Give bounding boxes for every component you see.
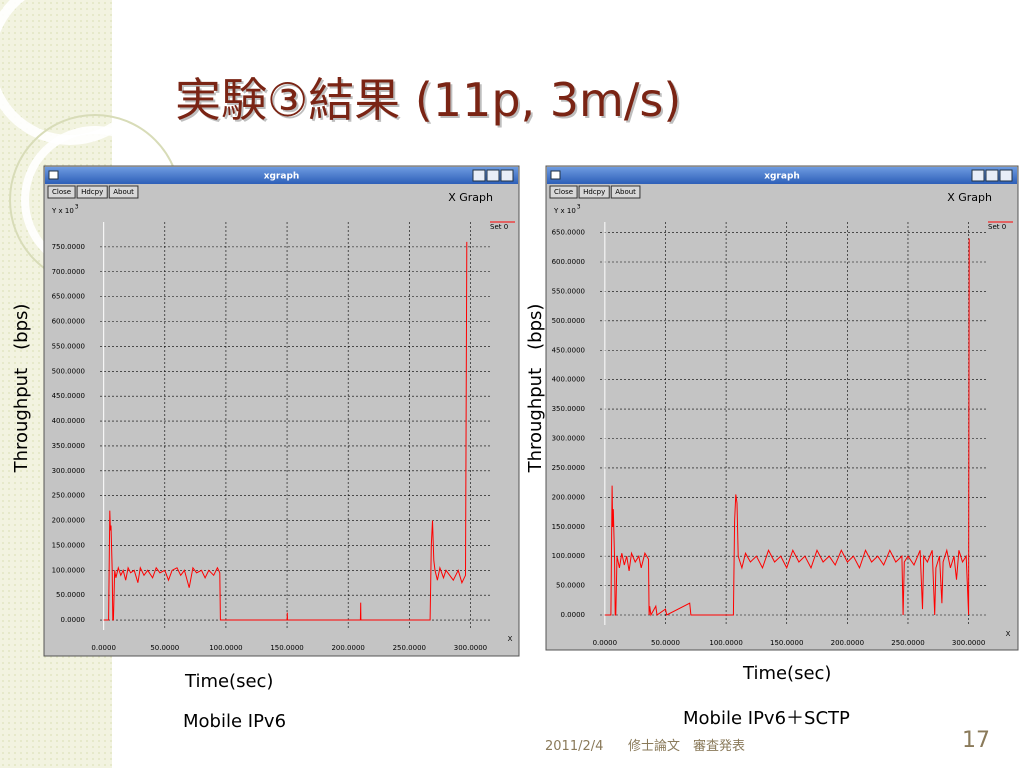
y-tick-label: 600.0000 [52,318,85,326]
title-shadow: 実験③結果 (11p, 3m/s) [177,75,683,129]
toolbar-button[interactable] [47,185,76,199]
x-tick-label: 300.0000 [952,639,985,647]
x-tick-label: 150.0000 [270,644,303,652]
toolbar-button-label[interactable]: About [113,188,134,196]
page-number: 17 [962,728,990,753]
x-axis-name: X [508,635,513,643]
y-tick-label: 100.0000 [552,552,585,560]
window-frame [43,165,520,657]
maximize-button[interactable] [486,169,500,182]
toolbar-button[interactable] [549,185,578,199]
toolbar-button[interactable] [76,185,108,199]
y-tick-label: 550.0000 [52,342,85,350]
x-tick-label: 50.0000 [150,644,179,652]
x-tick-label: 150.0000 [770,639,803,647]
window-frame [545,165,1019,651]
y-axis-label: Throughput (bps) [11,304,32,474]
y-tick-label: 150.0000 [52,541,85,549]
x-tick-label: 0.0000 [593,639,618,647]
y-axis-label: Throughput (bps) [525,304,546,474]
graph-title: X Graph [947,191,992,204]
y-tick-label: 0.0000 [561,611,586,619]
y-scale-exponent: 3 [75,204,79,211]
x-tick-label: 200.0000 [331,644,364,652]
footer-text: 修士論文 審査発表 [628,738,745,754]
slide-title: 実験③結果 (11p, 3m/s) [175,73,681,127]
minimize-button[interactable] [971,169,985,182]
y-tick-label: 350.0000 [52,442,85,450]
x-tick-label: 200.0000 [831,639,864,647]
x-tick-label: 250.0000 [393,644,426,652]
close-button[interactable] [999,169,1013,182]
x-tick-label: 100.0000 [209,644,242,652]
y-tick-label: 550.0000 [552,287,585,295]
y-tick-label: 250.0000 [52,492,85,500]
y-tick-label: 700.0000 [52,268,85,276]
toolbar-button-label[interactable]: Close [554,188,573,196]
footer-date: 2011/2/4 [545,739,603,754]
y-tick-label: 300.0000 [552,435,585,443]
data-line [103,241,468,621]
close-button[interactable] [500,169,514,182]
y-scale-label: Y x 10 [51,207,74,215]
chart-caption: Mobile IPv6 [183,711,286,732]
minimize-button[interactable] [472,169,486,182]
chart-caption: Mobile IPv6＋SCTP [683,708,850,729]
x-tick-label: 50.0000 [651,639,680,647]
x-tick-label: 0.0000 [91,644,116,652]
y-tick-label: 500.0000 [552,317,585,325]
y-tick-label: 400.0000 [552,376,585,384]
toolbar-button[interactable] [108,185,139,199]
x-axis-label: Time(sec) [742,663,831,684]
y-tick-label: 250.0000 [552,464,585,472]
y-scale-label: Y x 10 [553,207,576,215]
y-tick-label: 150.0000 [552,523,585,531]
legend-label: Set 0 [988,223,1006,231]
x-tick-label: 100.0000 [709,639,742,647]
window-title: xgraph [764,172,800,182]
toolbar-button-label[interactable]: Hdcpy [81,188,103,196]
graph-title: X Graph [448,191,493,204]
data-line [604,238,970,617]
title-bar [45,167,518,184]
y-tick-label: 300.0000 [52,467,85,475]
y-tick-label: 200.0000 [52,517,85,525]
x-axis-label: Time(sec) [184,671,273,692]
y-tick-label: 650.0000 [52,293,85,301]
x-axis-name: X [1006,630,1011,638]
y-tick-label: 200.0000 [552,493,585,501]
y-tick-label: 50.0000 [556,582,585,590]
maximize-button[interactable] [985,169,999,182]
x-tick-label: 250.0000 [891,639,924,647]
toolbar-button[interactable] [578,185,610,199]
y-scale-exponent: 3 [577,204,581,211]
y-tick-label: 350.0000 [552,405,585,413]
y-tick-label: 750.0000 [52,243,85,251]
toolbar-button-label[interactable]: Close [52,188,71,196]
window-icon [48,170,59,180]
title-bar [547,167,1017,184]
toolbar-button[interactable] [610,185,641,199]
window-title: xgraph [264,172,300,182]
y-tick-label: 650.0000 [552,229,585,237]
deco-circle [0,0,155,145]
window-icon [550,170,561,180]
y-tick-label: 50.0000 [56,591,85,599]
y-tick-label: 600.0000 [552,258,585,266]
legend-label: Set 0 [490,223,508,231]
x-tick-label: 300.0000 [454,644,487,652]
toolbar-button-label[interactable]: About [615,188,636,196]
y-tick-label: 450.0000 [52,392,85,400]
y-tick-label: 100.0000 [52,566,85,574]
y-tick-label: 400.0000 [52,417,85,425]
y-tick-label: 500.0000 [52,367,85,375]
y-tick-label: 450.0000 [552,346,585,354]
y-tick-label: 0.0000 [61,616,86,624]
toolbar-button-label[interactable]: Hdcpy [583,188,605,196]
